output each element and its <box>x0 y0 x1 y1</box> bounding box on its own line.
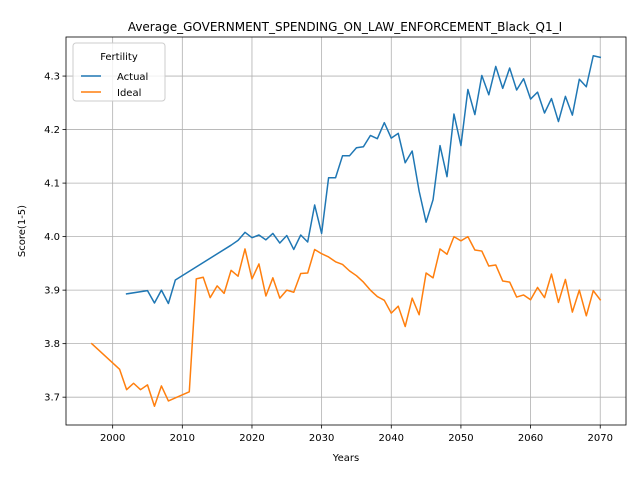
x-tick-label: 2050 <box>448 433 473 444</box>
legend: Fertility Actual Ideal <box>72 42 166 102</box>
y-tick-label: 3.9 <box>44 286 60 297</box>
y-tick-label: 4.2 <box>44 125 60 136</box>
y-axis: 3.7 3.8 3.9 4.0 4.1 4.2 4.3 <box>44 72 66 404</box>
y-tick-label: 4.3 <box>44 72 60 83</box>
series-layer <box>90 54 602 408</box>
series-line-actual <box>125 54 602 305</box>
x-tick-label: 2070 <box>588 433 613 444</box>
x-axis-title: Years <box>332 453 359 464</box>
chart-title: Average_GOVERNMENT_SPENDING_ON_LAW_ENFOR… <box>128 20 562 34</box>
legend-label-actual: Actual <box>117 72 148 83</box>
y-tick-label: 4.0 <box>44 232 60 243</box>
x-tick-label: 2000 <box>100 433 125 444</box>
legend-title: Fertility <box>100 52 138 63</box>
legend-label-ideal: Ideal <box>117 88 141 99</box>
x-tick-label: 2010 <box>170 433 195 444</box>
y-tick-label: 3.7 <box>44 393 60 404</box>
x-tick-label: 2020 <box>239 433 264 444</box>
x-axis: 2000 2010 2020 2030 2040 2050 2060 2070 <box>100 425 613 444</box>
series-line-ideal <box>90 235 602 408</box>
x-tick-label: 2040 <box>379 433 404 444</box>
y-axis-title: Score(1-5) <box>17 205 28 257</box>
legend-box <box>72 42 166 102</box>
y-tick-label: 3.8 <box>44 339 60 350</box>
x-tick-label: 2030 <box>309 433 334 444</box>
plot-frame <box>65 36 627 426</box>
y-tick-label: 4.1 <box>44 179 60 190</box>
grid-lines <box>66 37 626 425</box>
x-tick-label: 2060 <box>518 433 543 444</box>
